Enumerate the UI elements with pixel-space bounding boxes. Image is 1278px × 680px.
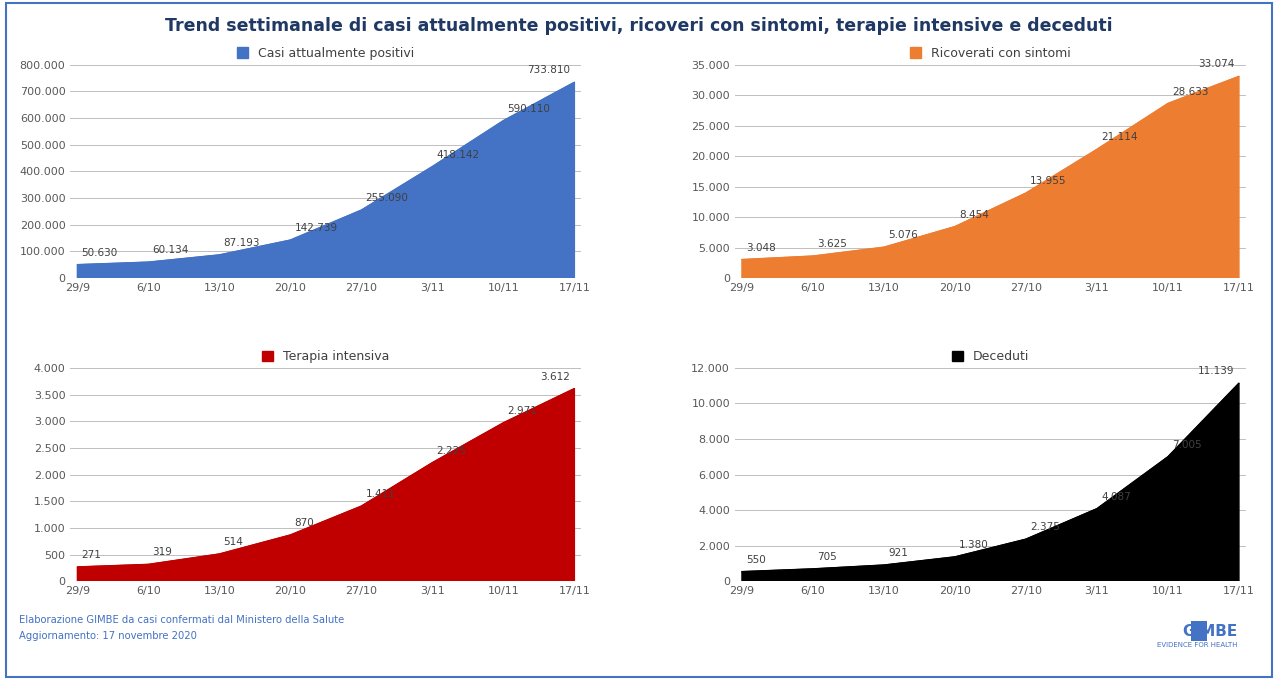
Text: EVIDENCE FOR HEALTH: EVIDENCE FOR HEALTH	[1157, 642, 1237, 647]
Text: GIMBE: GIMBE	[1182, 624, 1237, 639]
Text: 4.087: 4.087	[1102, 492, 1131, 502]
Text: 2.225: 2.225	[437, 445, 466, 456]
Polygon shape	[78, 82, 574, 278]
Text: 921: 921	[888, 548, 907, 558]
Text: 1.380: 1.380	[958, 540, 989, 550]
Text: 11.139: 11.139	[1199, 367, 1235, 376]
Text: 8.454: 8.454	[958, 209, 989, 220]
Text: 271: 271	[82, 550, 101, 560]
Text: 514: 514	[224, 537, 243, 547]
Text: 2.971: 2.971	[507, 406, 538, 416]
Text: 870: 870	[294, 518, 314, 528]
Text: 319: 319	[152, 547, 173, 558]
Text: 87.193: 87.193	[224, 238, 259, 248]
Text: Elaborazione GIMBE da casi confermati dal Ministero della Salute: Elaborazione GIMBE da casi confermati da…	[19, 615, 344, 625]
Text: 60.134: 60.134	[152, 245, 189, 255]
Legend: Terapia intensiva: Terapia intensiva	[258, 346, 394, 367]
Text: 255.090: 255.090	[366, 193, 409, 203]
Text: 2.375: 2.375	[1030, 522, 1059, 532]
Text: 590.110: 590.110	[507, 103, 551, 114]
Text: 3.048: 3.048	[746, 243, 776, 252]
Polygon shape	[78, 388, 574, 581]
Text: 733.810: 733.810	[528, 65, 570, 75]
Text: 33.074: 33.074	[1199, 59, 1235, 69]
Text: 21.114: 21.114	[1102, 133, 1137, 142]
Text: 7.005: 7.005	[1172, 440, 1201, 449]
Text: 28.633: 28.633	[1172, 86, 1209, 97]
Text: Trend settimanale di casi attualmente positivi, ricoveri con sintomi, terapie in: Trend settimanale di casi attualmente po…	[165, 17, 1113, 35]
Legend: Casi attualmente positivi: Casi attualmente positivi	[234, 43, 418, 64]
Polygon shape	[743, 383, 1238, 581]
Text: 550: 550	[746, 555, 766, 564]
Legend: Ricoverati con sintomi: Ricoverati con sintomi	[906, 43, 1075, 64]
Legend: Deceduti: Deceduti	[948, 346, 1033, 367]
Text: 705: 705	[817, 552, 837, 562]
Text: 3.625: 3.625	[817, 239, 847, 249]
Text: 50.630: 50.630	[82, 248, 118, 258]
Text: 1.411: 1.411	[366, 489, 395, 499]
Polygon shape	[743, 76, 1238, 278]
Text: Aggiornamento: 17 novembre 2020: Aggiornamento: 17 novembre 2020	[19, 631, 197, 641]
Text: 5.076: 5.076	[888, 231, 918, 240]
Text: 418.142: 418.142	[437, 150, 479, 160]
Text: 142.739: 142.739	[294, 223, 337, 233]
Text: 3.612: 3.612	[541, 371, 570, 381]
Text: 13.955: 13.955	[1030, 176, 1067, 186]
